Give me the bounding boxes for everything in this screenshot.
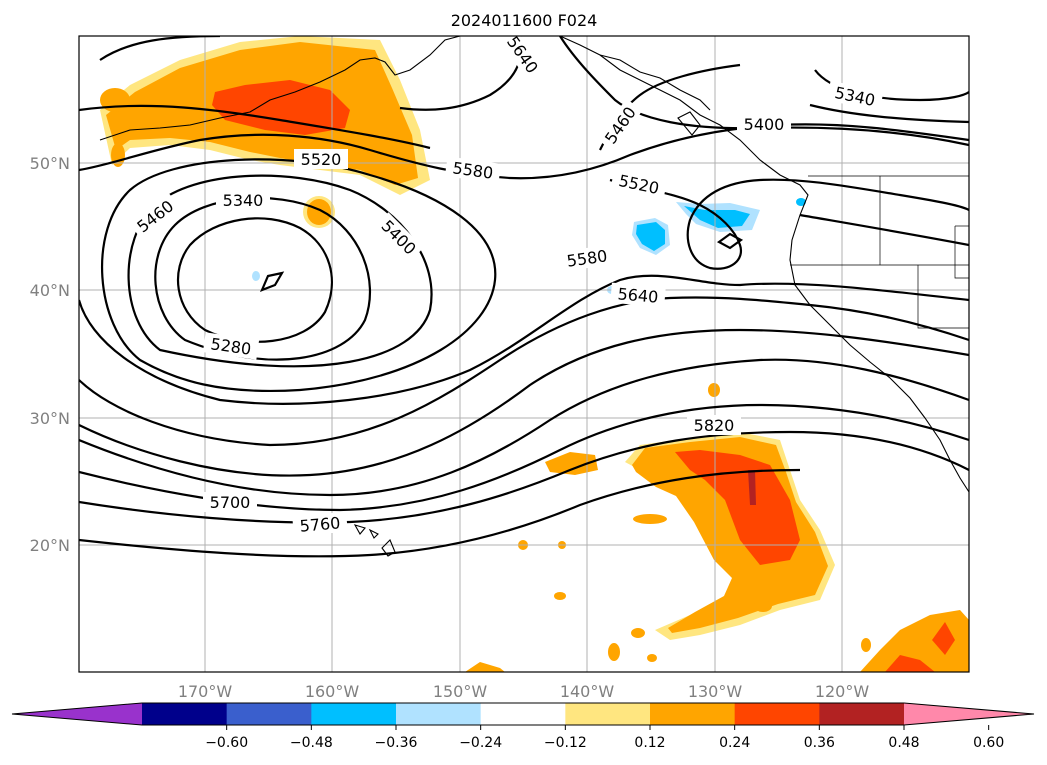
- lon-label: 130°W: [688, 682, 743, 701]
- colorbar-extend-low: [12, 703, 142, 725]
- latitude-labels: 50°N 40°N 30°N 20°N: [30, 154, 70, 555]
- colorbar-segment: [226, 703, 312, 725]
- colorbar-segment: [650, 703, 736, 725]
- colorbar-segment: [311, 703, 397, 725]
- colorbar-segment: [819, 703, 905, 725]
- colorbar-extend-high: [904, 703, 1034, 725]
- colorbar-tick-label: −0.12: [544, 735, 587, 751]
- lon-label: 120°W: [815, 682, 870, 701]
- lat-label: 30°N: [30, 409, 70, 428]
- colorbar-segment: [480, 703, 566, 725]
- map-area: 5640 5340 5460 5400 5520 5580 5520 5460 …: [79, 36, 969, 672]
- colorbar-tick-label: −0.24: [459, 735, 502, 751]
- colorbar-tick-label: −0.60: [205, 735, 248, 751]
- colorbar-tick-label: −0.36: [375, 735, 418, 751]
- contour-label: 5760: [299, 513, 341, 535]
- colorbar-segment: [734, 703, 820, 725]
- contour-label: 5700: [210, 493, 251, 512]
- colorbar-segment: [565, 703, 651, 725]
- contour-label: 5820: [694, 416, 735, 435]
- lon-label: 140°W: [560, 682, 615, 701]
- longitude-labels: 170°W 160°W 150°W 140°W 130°W 120°W: [178, 682, 870, 701]
- map-frame: [78, 35, 970, 673]
- contour-label: 5520: [301, 150, 342, 169]
- colorbar-tick-label: 0.48: [888, 735, 919, 751]
- colorbar-tick-label: 0.60: [973, 735, 1004, 751]
- contour-label: 5340: [223, 191, 264, 210]
- colorbar-segment: [142, 703, 228, 725]
- colorbar-outline: [11, 702, 1035, 726]
- colorbar-tick-label: −0.48: [290, 735, 333, 751]
- lon-label: 150°W: [433, 682, 488, 701]
- lat-label: 20°N: [30, 536, 70, 555]
- contour-label: 5640: [617, 284, 659, 306]
- colorbar-tick-label: 0.12: [634, 735, 665, 751]
- lon-label: 170°W: [178, 682, 233, 701]
- colorbar-tick-label: 0.24: [719, 735, 750, 751]
- colorbar: −0.60 −0.48 −0.36 −0.24 −0.12 0.12 0.24 0.36 0.4…: [11, 702, 1035, 751]
- figure-title: 2024011600 F024: [451, 11, 598, 30]
- contour-label: 5400: [744, 115, 785, 134]
- colorbar-segment: [396, 703, 482, 725]
- lat-label: 50°N: [30, 154, 70, 173]
- lon-label: 160°W: [305, 682, 360, 701]
- colorbar-tick-label: 0.36: [804, 735, 835, 751]
- lat-label: 40°N: [30, 281, 70, 300]
- graticule: [79, 36, 969, 672]
